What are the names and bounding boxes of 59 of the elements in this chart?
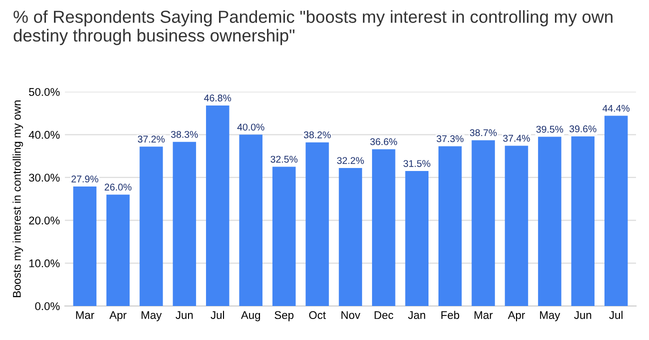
- data-label: 38.2%: [304, 131, 331, 138]
- chart-title: % of Respondents Saying Pandemic "boosts my interest in controlling my own destiny through business ownership": [14, 10, 612, 46]
- data-label: 36.6%: [370, 138, 398, 146]
- data-label: 40.0%: [237, 124, 264, 131]
- y-tick-label: 10.0%: [29, 259, 60, 268]
- y-tick-label: 30.0%: [28, 174, 60, 182]
- bar: [106, 194, 130, 306]
- x-tick-label: Jun: [176, 311, 193, 320]
- data-label: 38.3%: [171, 130, 198, 138]
- x-tick-label: Mar: [474, 311, 493, 320]
- y-tick-label: 40.0%: [28, 130, 60, 139]
- y-tick-label: 0.0%: [35, 302, 60, 310]
- y-tick-label: 50.0%: [28, 88, 60, 96]
- x-tick-label: Feb: [441, 310, 460, 320]
- x-tick-label: Apr: [109, 311, 126, 322]
- x-tick-label: Nov: [341, 311, 360, 320]
- x-tick-label: Sep: [274, 311, 294, 322]
- bar: [239, 134, 262, 306]
- data-label: 32.2%: [337, 157, 364, 164]
- bar: [538, 136, 562, 306]
- bar: [472, 140, 495, 306]
- bar: [338, 168, 362, 306]
- data-label: 37.3%: [436, 135, 464, 142]
- x-tick-label: Oct: [309, 311, 326, 320]
- data-label: 27.9%: [72, 176, 98, 182]
- x-tick-label: Jul: [210, 310, 224, 320]
- bar: [172, 142, 196, 306]
- x-tick-label: May: [540, 311, 560, 322]
- bar: [272, 166, 296, 306]
- x-tick-label: May: [142, 311, 162, 322]
- bar: [73, 186, 96, 306]
- data-label: 32.5%: [270, 156, 298, 163]
- x-tick-label: Aug: [240, 311, 260, 322]
- data-label: 39.5%: [536, 126, 564, 133]
- y-tick-label: 20.0%: [29, 216, 60, 224]
- bar: [504, 146, 528, 306]
- x-tick-label: Jul: [609, 310, 622, 320]
- data-label: 39.6%: [569, 125, 596, 132]
- x-tick-label: Jan: [408, 311, 426, 320]
- data-label: 44.4%: [602, 104, 630, 112]
- bar: [140, 146, 163, 306]
- y-axis-title: Boosts my interest in controlling my own: [12, 100, 23, 298]
- bar: [571, 136, 595, 306]
- bar: [372, 149, 396, 306]
- data-label: 31.5%: [403, 160, 430, 167]
- bar: [405, 171, 428, 306]
- data-label: 37.2%: [138, 136, 165, 143]
- x-tick-label: Apr: [508, 311, 525, 322]
- data-label: 37.4%: [503, 134, 530, 142]
- x-tick-label: Jun: [574, 311, 592, 320]
- bar: [306, 142, 329, 306]
- data-label: 46.8%: [204, 94, 232, 102]
- bar: [206, 106, 230, 306]
- x-tick-label: Mar: [76, 311, 94, 320]
- x-tick-label: Dec: [374, 311, 394, 320]
- data-label: 26.0%: [104, 184, 132, 191]
- bar: [604, 116, 628, 306]
- data-label: 38.7%: [470, 129, 497, 136]
- bar: [438, 146, 462, 306]
